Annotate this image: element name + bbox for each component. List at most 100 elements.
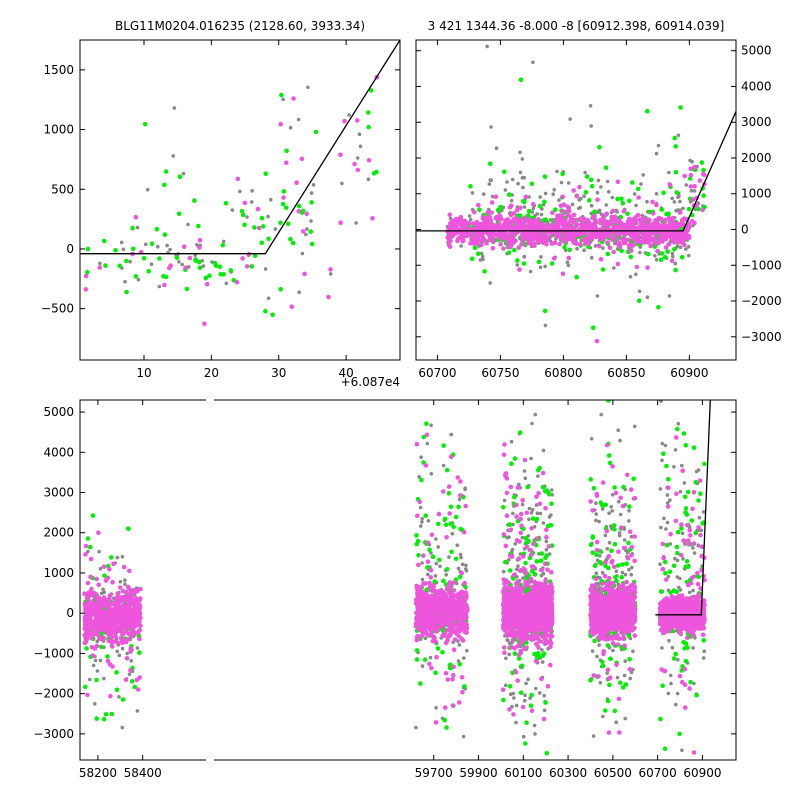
data-point-magenta bbox=[204, 281, 210, 287]
data-point-green bbox=[698, 491, 703, 497]
model-line bbox=[80, 40, 400, 255]
data-point-gray bbox=[690, 159, 694, 164]
data-point-gray bbox=[462, 656, 466, 660]
data-point-magenta bbox=[137, 627, 143, 633]
data-point-gray bbox=[426, 572, 430, 577]
data-point-green bbox=[660, 683, 665, 688]
data-point-green bbox=[263, 171, 269, 176]
data-point-gray bbox=[522, 175, 527, 180]
data-point-magenta bbox=[567, 208, 572, 214]
data-point-magenta bbox=[565, 204, 570, 210]
data-point-gray bbox=[668, 498, 672, 503]
data-point-gray bbox=[539, 212, 544, 217]
data-point-magenta bbox=[514, 207, 520, 213]
data-point-gray bbox=[605, 547, 610, 551]
data-point-green bbox=[309, 241, 315, 247]
data-point-magenta bbox=[621, 209, 627, 214]
data-point-gray bbox=[654, 192, 659, 196]
data-point-green bbox=[626, 633, 632, 639]
data-point-gray bbox=[617, 531, 622, 535]
data-point-magenta bbox=[565, 212, 570, 218]
data-point-green bbox=[242, 222, 247, 228]
data-point-green bbox=[677, 731, 682, 737]
data-point-green bbox=[424, 421, 429, 427]
data-point-gray bbox=[627, 567, 631, 572]
data-point-magenta bbox=[519, 242, 524, 247]
data-point-magenta bbox=[497, 221, 502, 226]
data-point-gray bbox=[534, 686, 538, 691]
data-point-magenta bbox=[187, 255, 193, 261]
data-point-green bbox=[444, 467, 450, 473]
data-point-gray bbox=[627, 509, 631, 513]
data-point-green bbox=[133, 274, 139, 279]
data-point-green bbox=[512, 456, 518, 461]
data-point-magenta bbox=[622, 240, 628, 246]
data-point-green bbox=[259, 240, 265, 246]
data-point-green bbox=[120, 697, 126, 702]
data-point-gray bbox=[675, 691, 680, 696]
data-point-green bbox=[659, 207, 665, 212]
data-point-green bbox=[615, 196, 620, 202]
data-point-gray bbox=[123, 582, 127, 586]
data-point-magenta bbox=[138, 623, 143, 629]
data-point-gray bbox=[617, 533, 622, 538]
data-point-magenta bbox=[476, 202, 481, 208]
data-point-green bbox=[624, 561, 629, 567]
data-point-magenta bbox=[162, 282, 167, 288]
data-point-gray bbox=[594, 518, 598, 523]
data-point-green bbox=[612, 527, 617, 532]
data-point-green bbox=[588, 677, 593, 683]
data-point-green bbox=[626, 540, 631, 546]
data-point-magenta bbox=[342, 118, 347, 124]
data-point-green bbox=[437, 557, 442, 563]
data-point-green bbox=[545, 489, 551, 495]
data-point-gray bbox=[541, 448, 546, 453]
data-point-gray bbox=[419, 455, 423, 460]
data-point-magenta bbox=[498, 242, 503, 247]
data-point-gray bbox=[420, 517, 425, 521]
data-point-gray bbox=[628, 275, 633, 279]
data-point-gray bbox=[297, 290, 302, 295]
data-point-gray bbox=[457, 643, 462, 647]
data-point-green bbox=[605, 643, 611, 648]
data-point-magenta bbox=[475, 231, 480, 236]
data-point-gray bbox=[224, 281, 229, 286]
data-point-green bbox=[682, 494, 688, 500]
data-point-green bbox=[290, 240, 296, 246]
data-point-green bbox=[675, 529, 681, 535]
data-point-green bbox=[456, 504, 461, 510]
x-tick-label: 60750 bbox=[481, 366, 519, 380]
data-point-green bbox=[606, 453, 612, 458]
data-point-gray bbox=[641, 173, 645, 177]
data-point-magenta bbox=[89, 591, 94, 596]
data-point-green bbox=[567, 247, 572, 253]
data-point-green bbox=[592, 638, 597, 644]
data-point-gray bbox=[527, 506, 532, 511]
data-point-gray bbox=[266, 214, 270, 219]
data-point-green bbox=[448, 504, 454, 510]
data-point-green bbox=[672, 247, 677, 252]
data-point-magenta bbox=[661, 225, 666, 231]
data-point-green bbox=[422, 657, 428, 662]
data-point-green bbox=[645, 108, 650, 114]
data-point-gray bbox=[168, 247, 172, 252]
data-point-green bbox=[114, 687, 120, 693]
data-point-gray bbox=[597, 554, 602, 558]
data-point-green bbox=[278, 287, 284, 292]
data-point-gray bbox=[577, 197, 582, 202]
data-point-gray bbox=[266, 296, 271, 301]
data-point-green bbox=[457, 574, 463, 580]
data-point-gray bbox=[306, 85, 310, 90]
data-point-magenta bbox=[522, 215, 527, 221]
data-point-gray bbox=[589, 255, 594, 260]
data-point-green bbox=[546, 523, 551, 529]
data-point-green bbox=[535, 651, 541, 656]
data-point-magenta bbox=[480, 216, 486, 221]
data-point-magenta bbox=[117, 608, 123, 613]
data-point-green bbox=[534, 516, 540, 522]
data-point-green bbox=[699, 160, 705, 165]
data-point-magenta bbox=[573, 217, 579, 223]
bottom-panel: 58200 58400 59700 59900 60100 60300 60500 60700… bbox=[33, 398, 737, 780]
data-point-magenta bbox=[553, 225, 559, 231]
data-point-green bbox=[672, 135, 677, 141]
